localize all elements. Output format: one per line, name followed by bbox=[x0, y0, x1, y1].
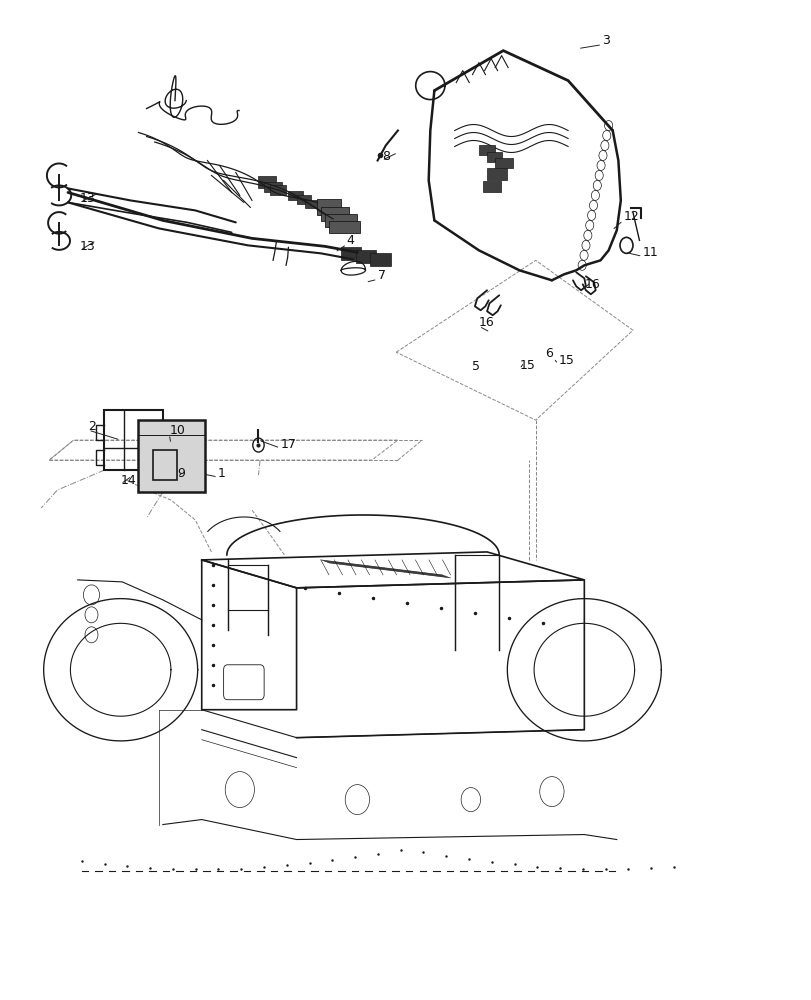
Bar bbox=[328, 221, 359, 233]
Bar bbox=[304, 200, 317, 208]
Bar bbox=[269, 185, 285, 195]
Bar bbox=[355, 250, 375, 263]
Bar bbox=[495, 158, 513, 168]
Text: 3: 3 bbox=[602, 34, 609, 47]
Text: 13: 13 bbox=[80, 240, 96, 253]
Bar bbox=[320, 207, 349, 221]
Text: 4: 4 bbox=[346, 234, 354, 247]
Bar bbox=[487, 152, 501, 162]
Text: 14: 14 bbox=[121, 474, 136, 487]
Bar bbox=[341, 247, 361, 260]
Bar bbox=[105, 410, 163, 470]
Bar bbox=[288, 191, 303, 200]
Text: 10: 10 bbox=[169, 424, 185, 437]
Bar bbox=[478, 145, 495, 155]
Text: 2: 2 bbox=[88, 420, 96, 433]
Text: 6: 6 bbox=[545, 347, 552, 360]
Text: 12: 12 bbox=[623, 210, 638, 223]
Bar bbox=[487, 168, 507, 180]
Bar bbox=[324, 214, 357, 227]
Text: 13: 13 bbox=[80, 192, 96, 205]
Text: 17: 17 bbox=[280, 438, 296, 451]
Text: 11: 11 bbox=[642, 246, 658, 259]
Text: 15: 15 bbox=[519, 359, 534, 372]
Bar bbox=[296, 195, 311, 204]
Bar bbox=[483, 181, 500, 192]
Bar bbox=[316, 199, 341, 215]
Text: 7: 7 bbox=[377, 269, 385, 282]
Text: 9: 9 bbox=[177, 467, 185, 480]
Text: 8: 8 bbox=[381, 150, 389, 163]
Bar bbox=[139, 420, 204, 492]
Text: 5: 5 bbox=[472, 360, 480, 373]
Text: 16: 16 bbox=[478, 316, 494, 329]
Text: 1: 1 bbox=[217, 467, 225, 480]
Bar bbox=[264, 182, 281, 192]
Bar bbox=[370, 253, 390, 266]
Text: 16: 16 bbox=[584, 278, 599, 291]
Bar bbox=[258, 176, 276, 188]
Bar bbox=[153, 450, 177, 480]
Text: 15: 15 bbox=[558, 354, 573, 367]
